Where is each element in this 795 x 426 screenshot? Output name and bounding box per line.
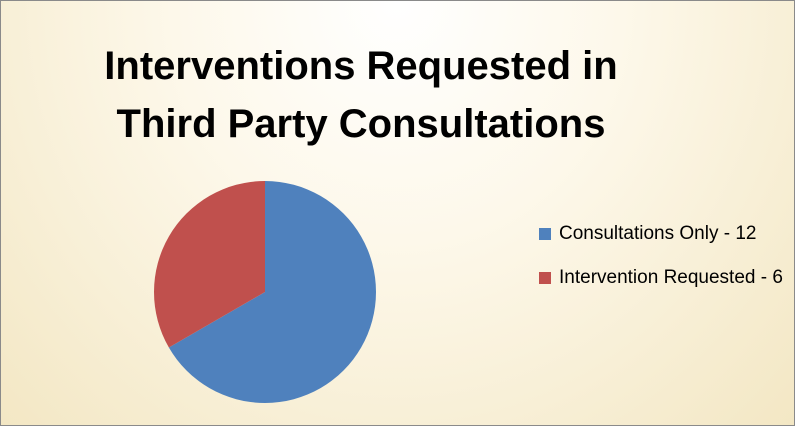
pie-slice-intervention-requested <box>154 181 265 348</box>
legend-swatch-consultations-only <box>539 228 551 240</box>
legend-swatch-intervention-requested <box>539 272 551 284</box>
legend-item-intervention-requested: Intervention Requested - 6 <box>539 263 789 293</box>
legend-label-consultations-only: Consultations Only - 12 <box>559 223 757 244</box>
legend: Consultations Only - 12 Intervention Req… <box>539 219 789 307</box>
pie-slice-consultations-only <box>168 181 376 403</box>
chart-title: Interventions Requested in Third Party C… <box>61 37 661 153</box>
legend-label-intervention-requested: Intervention Requested - 6 <box>559 267 783 288</box>
chart-title-line-1: Interventions Requested in <box>104 44 618 88</box>
legend-item-consultations-only: Consultations Only - 12 <box>539 219 789 249</box>
chart-title-line-2: Third Party Consultations <box>116 102 606 146</box>
